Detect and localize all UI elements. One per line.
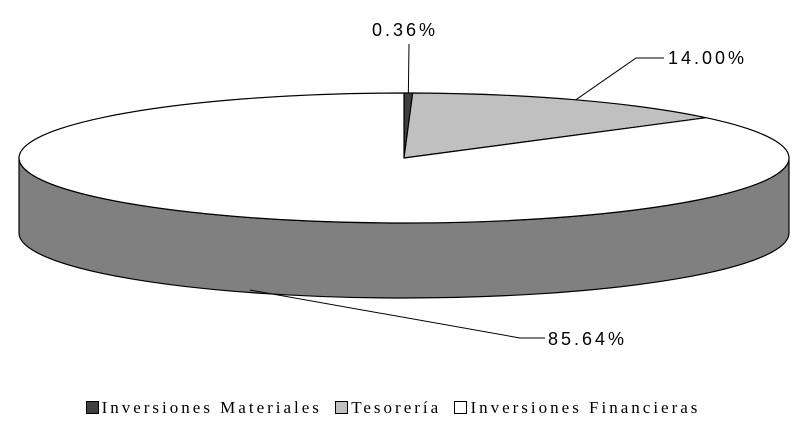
legend-label-tesoreria: Tesorería	[351, 398, 442, 417]
legend-item-inversiones-financieras: Inversiones Financieras	[454, 398, 700, 418]
legend-swatch-tesoreria	[335, 401, 349, 414]
leader-line-inversiones-financieras	[249, 289, 545, 339]
legend: Inversiones Materiales Tesorería Inversi…	[0, 398, 792, 418]
legend-item-tesoreria: Tesorería	[335, 398, 441, 418]
pie-slice-inversiones-financieras	[18, 92, 790, 224]
legend-label-inversiones-materiales: Inversiones Materiales	[101, 398, 322, 417]
legend-label-inversiones-financieras: Inversiones Financieras	[470, 398, 701, 417]
leader-line-inversiones-materiales	[407, 43, 410, 94]
pie-chart: 0.36% 14.00% 85.64%	[18, 20, 790, 349]
legend-item-inversiones-materiales: Inversiones Materiales	[85, 398, 322, 418]
leader-line-tesoreria	[575, 57, 664, 101]
data-label-inversiones-financieras: 85.64%	[548, 329, 627, 349]
pie-slice-tesoreria	[403, 92, 707, 159]
data-label-inversiones-materiales: 0.36%	[372, 20, 438, 40]
data-label-tesoreria: 14.00%	[668, 48, 747, 68]
legend-swatch-inversiones-financieras	[454, 401, 468, 414]
legend-swatch-inversiones-materiales	[85, 401, 99, 414]
